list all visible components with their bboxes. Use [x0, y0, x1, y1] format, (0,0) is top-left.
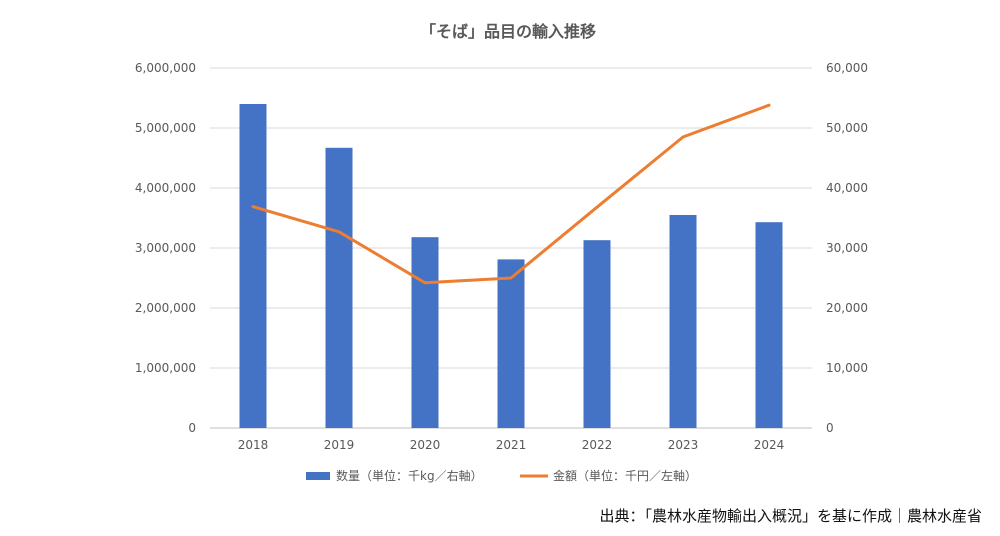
left-tick-label: 6,000,000: [135, 61, 196, 75]
left-axis-ticks: 0 1,000,000 2,000,000 3,000,000 4,000,000 5,0…: [135, 61, 196, 435]
left-tick-label: 0: [188, 421, 196, 435]
legend-swatch-bar: [306, 472, 330, 480]
legend-label-bar: 数量（単位：千kg／右軸）: [336, 468, 483, 483]
left-tick-label: 5,000,000: [135, 121, 196, 135]
bar-2020: [411, 237, 439, 428]
right-tick-label: 40,000: [826, 181, 868, 195]
right-tick-label: 30,000: [826, 241, 868, 255]
x-tick-label: 2024: [754, 438, 785, 452]
left-tick-label: 1,000,000: [135, 361, 196, 375]
source-credit: 出典：「農林水産物輸出入概況」を基に作成｜農林水産省: [599, 507, 982, 525]
left-tick-label: 4,000,000: [135, 181, 196, 195]
x-tick-label: 2021: [496, 438, 527, 452]
right-tick-label: 0: [826, 421, 834, 435]
bar-2019: [325, 147, 353, 429]
line-amount: [251, 103, 771, 285]
legend-label-line: 金額（単位：千円／左軸）: [553, 468, 697, 483]
line-series: [251, 103, 771, 285]
chart-title: 「そば」品目の輸入推移: [420, 22, 596, 41]
bar-2023: [669, 215, 697, 428]
bar-2018: [239, 104, 267, 428]
x-tick-label: 2022: [582, 438, 613, 452]
left-tick-label: 2,000,000: [135, 301, 196, 315]
right-tick-label: 10,000: [826, 361, 868, 375]
legend: 数量（単位：千kg／右軸） 金額（単位：千円／左軸）: [306, 468, 697, 483]
right-tick-label: 60,000: [826, 61, 868, 75]
bar-series: [239, 104, 783, 429]
x-tick-label: 2023: [668, 438, 699, 452]
bar-2021: [497, 259, 525, 428]
x-tick-label: 2019: [324, 438, 355, 452]
right-tick-label: 20,000: [826, 301, 868, 315]
right-axis-ticks: 0 10,000 20,000 30,000 40,000 50,000 60,000: [826, 61, 868, 435]
x-axis-ticks: 2018 2019 2020 2021 2022 2023 2024: [238, 438, 785, 452]
bar-2024: [755, 222, 783, 428]
x-tick-label: 2020: [410, 438, 441, 452]
bar-2022: [583, 240, 611, 428]
left-tick-label: 3,000,000: [135, 241, 196, 255]
right-tick-label: 50,000: [826, 121, 868, 135]
x-tick-label: 2018: [238, 438, 269, 452]
